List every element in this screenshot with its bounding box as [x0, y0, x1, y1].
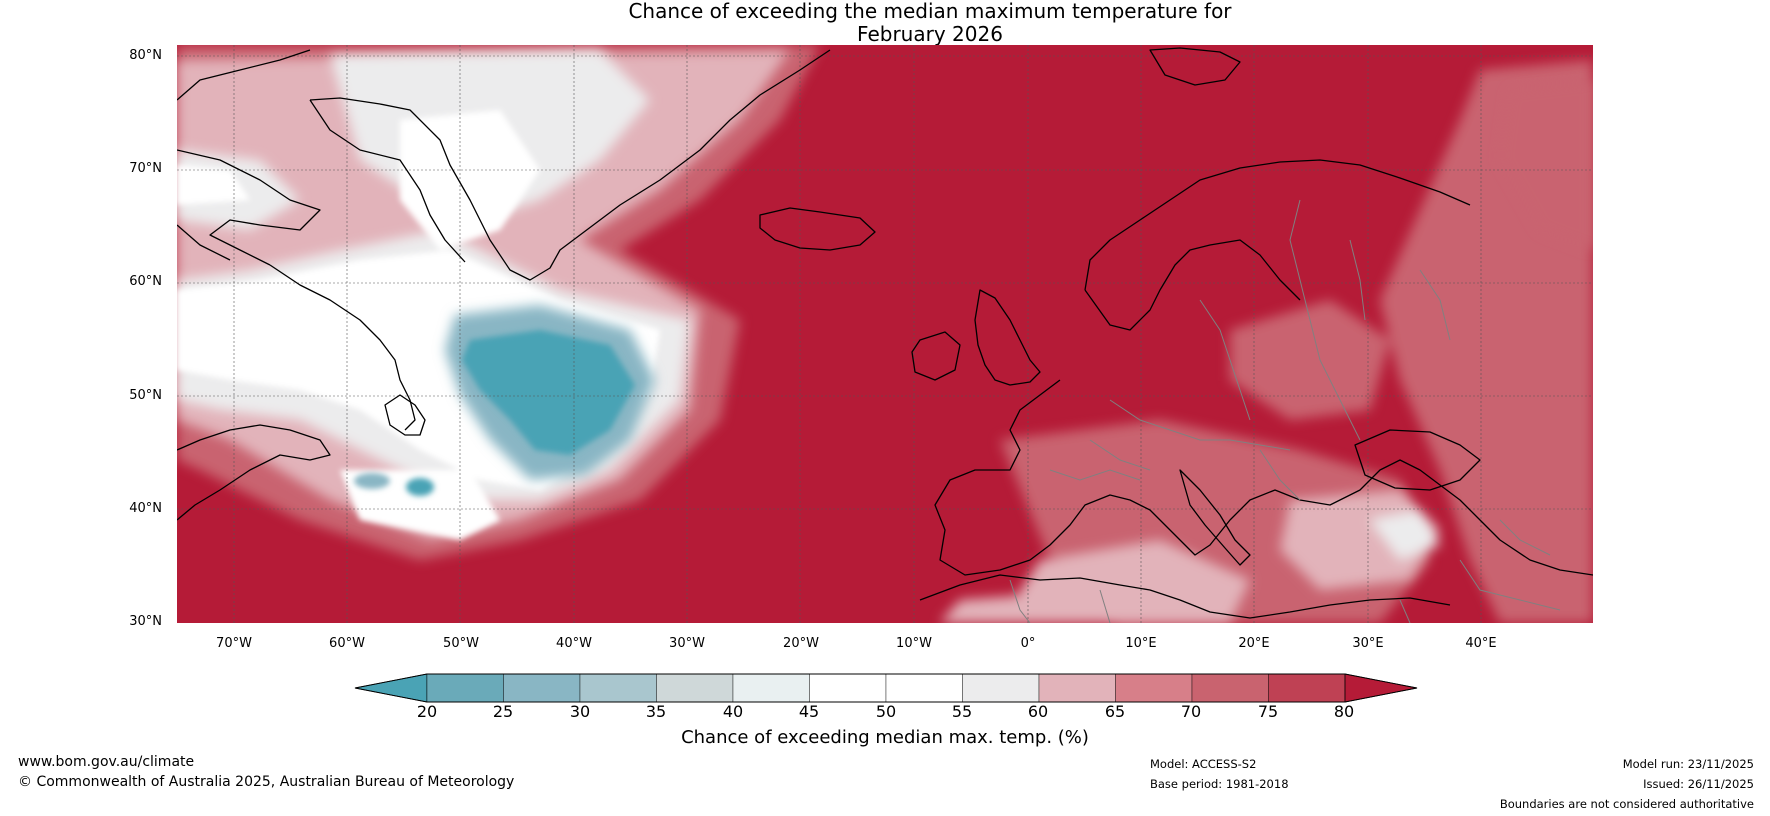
colorbar-tick-65: 65	[1104, 702, 1126, 721]
lat-label-70n: 70°N	[129, 161, 162, 176]
colorbar-extend-high	[1344, 673, 1418, 703]
coast-baffin	[177, 49, 311, 101]
colorbar-bin-25	[503, 673, 581, 703]
colorbar-extend-low	[354, 673, 428, 703]
colorbar	[354, 673, 1418, 703]
coast-scandinavia	[1084, 159, 1471, 291]
colorbar-bin-60	[1038, 673, 1116, 703]
colorbar-bin-40	[732, 673, 810, 703]
footer-issued: Issued: 26/11/2025	[1643, 777, 1754, 791]
lon-label-20w: 20°W	[783, 636, 819, 651]
lat-label-50n: 50°N	[129, 388, 162, 403]
country-borders	[1009, 199, 1561, 623]
colorbar-tick-75: 75	[1257, 702, 1279, 721]
colorbar-title: Chance of exceeding median max. temp. (%…	[681, 727, 1089, 748]
coast-iceland	[759, 207, 876, 251]
colorbar-bin-55	[962, 673, 1040, 703]
lon-label-0: 0°	[1020, 636, 1036, 651]
colorbar-tick-50: 50	[875, 702, 897, 721]
colorbar-tick-25: 25	[492, 702, 514, 721]
colorbar-tick-60: 60	[1027, 702, 1049, 721]
coast-newfoundland	[384, 394, 426, 436]
coast-italy	[1179, 469, 1251, 566]
colorbar-outline	[354, 673, 1418, 703]
colorbar-bin-70	[1191, 673, 1269, 703]
colorbar-bin-50	[885, 673, 963, 703]
coast-black-sea	[1354, 429, 1481, 491]
lon-label-40w: 40°W	[556, 636, 592, 651]
lon-label-10e: 10°E	[1125, 636, 1157, 651]
map-title-line-1: Chance of exceeding the median maximum t…	[628, 0, 1232, 23]
map-title-line-2: February 2026	[857, 22, 1003, 46]
coast-north-america-east	[177, 424, 331, 521]
colorbar-tick-20: 20	[416, 702, 438, 721]
colorbar-tick-80: 80	[1333, 702, 1355, 721]
coast-labrador	[269, 264, 416, 431]
lat-label-60n: 60°N	[129, 274, 162, 289]
field-light-east	[940, 80, 1593, 623]
map-title: Chance of exceeding the median maximum t…	[0, 0, 1770, 46]
colorbar-bin-20	[426, 673, 504, 703]
lon-label-60w: 60°W	[329, 636, 365, 651]
coast-svalbard	[1149, 47, 1241, 86]
colorbar-tick-35: 35	[645, 702, 667, 721]
coast-great-britain	[974, 289, 1041, 386]
lat-label-40n: 40°N	[129, 501, 162, 516]
lon-label-70w: 70°W	[216, 636, 252, 651]
colorbar-bin-30	[579, 673, 657, 703]
colorbar-tick-55: 55	[951, 702, 973, 721]
footer-model: Model: ACCESS-S2	[1150, 757, 1257, 771]
lon-label-20e: 20°E	[1238, 636, 1270, 651]
coast-north-africa	[919, 574, 1451, 619]
colorbar-bin-45	[809, 673, 887, 703]
colorbar-tick-30: 30	[569, 702, 591, 721]
coast-ireland	[911, 331, 961, 381]
colorbar-tick-70: 70	[1180, 702, 1202, 721]
colorbar-tick-45: 45	[798, 702, 820, 721]
lat-label-30n: 30°N	[129, 614, 162, 629]
lon-label-40e: 40°E	[1465, 636, 1497, 651]
field-cold-core	[354, 330, 635, 496]
colorbar-bin-65	[1115, 673, 1193, 703]
coastlines	[177, 47, 1593, 619]
map-data-field	[177, 45, 1593, 623]
lon-label-10w: 10°W	[896, 636, 932, 651]
footer-disclaimer: Boundaries are not considered authoritat…	[1499, 797, 1754, 811]
coast-greenland	[309, 49, 831, 281]
footer-model-run: Model run: 23/11/2025	[1622, 757, 1754, 771]
colorbar-bin-75	[1268, 673, 1346, 703]
lat-label-80n: 80°N	[129, 48, 162, 63]
colorbar-tick-40: 40	[722, 702, 744, 721]
footer-website: www.bom.gov.au/climate	[18, 754, 195, 770]
graticule	[177, 45, 1593, 623]
footer-copyright: © Commonwealth of Australia 2025, Austra…	[18, 774, 515, 790]
lon-label-50w: 50°W	[443, 636, 479, 651]
lon-label-30e: 30°E	[1352, 636, 1384, 651]
footer-base-period: Base period: 1981-2018	[1150, 777, 1289, 791]
colorbar-bin-35	[656, 673, 734, 703]
lon-label-30w: 30°W	[669, 636, 705, 651]
coast-europe-west	[934, 379, 1593, 576]
